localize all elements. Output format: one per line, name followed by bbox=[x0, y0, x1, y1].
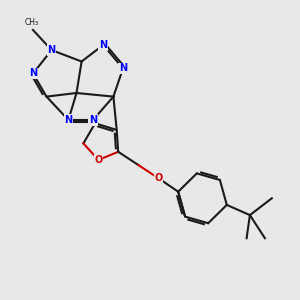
Text: N: N bbox=[29, 68, 37, 79]
Text: N: N bbox=[99, 40, 107, 50]
Text: N: N bbox=[64, 115, 73, 125]
Text: N: N bbox=[47, 45, 56, 55]
Text: N: N bbox=[89, 115, 97, 125]
Text: CH₃: CH₃ bbox=[24, 18, 39, 27]
Text: O: O bbox=[94, 155, 103, 165]
Text: N: N bbox=[119, 63, 127, 74]
Text: O: O bbox=[154, 173, 163, 183]
